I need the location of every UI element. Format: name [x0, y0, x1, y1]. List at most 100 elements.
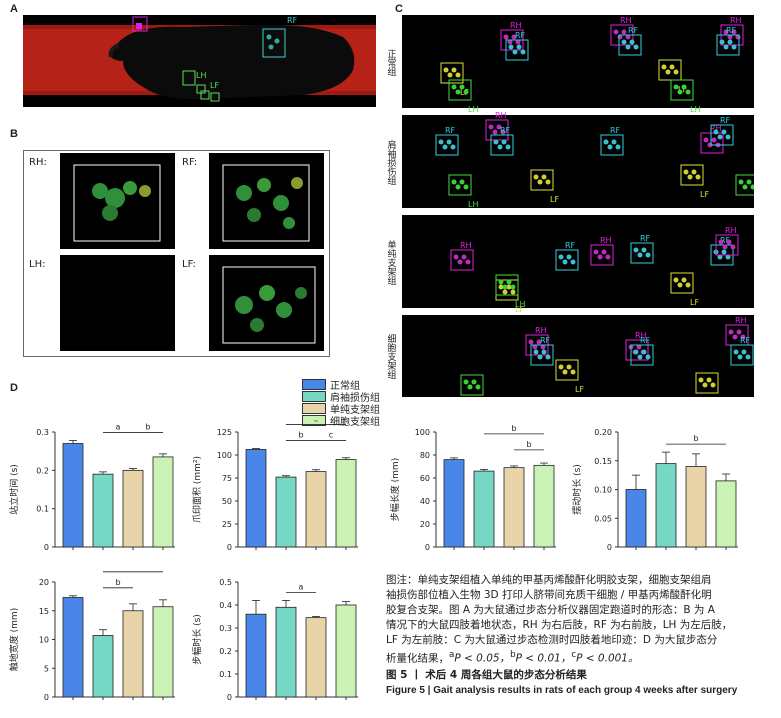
paw-print-dot: [607, 144, 613, 150]
paw-print-dot: [467, 384, 473, 390]
paw-image-lh: [60, 255, 175, 351]
paw-print-dot: [730, 244, 736, 250]
paw-print-label: RH: [510, 21, 522, 30]
paw-print-box: [658, 59, 682, 81]
y-tick-label: 0: [44, 543, 49, 552]
paw-print-label: RH: [600, 236, 612, 245]
paw-print-dot: [496, 124, 502, 130]
significance-label: a: [116, 422, 121, 431]
paw-print-label: LF: [575, 385, 584, 394]
chart-paw-area: 0 25 50 75 100 125 爪印面积 (mm²) c b c: [191, 420, 358, 552]
paw-print-label: RH: [495, 111, 507, 120]
bar: [473, 470, 495, 548]
paw-print-dot: [508, 44, 514, 50]
paw-print-label: LF: [678, 85, 687, 94]
y-tick-label: 100: [217, 451, 232, 460]
legend-item: 单纯支架组: [302, 402, 380, 416]
paw-print-dot: [683, 169, 689, 175]
paw-print-dot: [637, 354, 643, 360]
paw-print-label: RF: [628, 26, 639, 35]
paw-print-dot: [645, 354, 651, 360]
paw-print-dot: [733, 349, 739, 355]
y-tick-label: 125: [217, 428, 232, 437]
paw-print-dot: [717, 254, 723, 260]
paw-print-dot: [597, 254, 603, 260]
paw-print-dot: [710, 382, 716, 388]
significance-label: b: [693, 434, 698, 443]
bar: [655, 463, 677, 548]
y-tick-label: 10: [39, 636, 49, 645]
bar: [443, 459, 465, 548]
paw-image-rf: [209, 153, 324, 249]
paw-print-dot: [723, 44, 729, 50]
paw-print-label: LF: [690, 298, 699, 307]
paw-print-box: [448, 79, 472, 101]
paw-print-dot: [455, 89, 461, 95]
bar: [245, 613, 267, 698]
paw-print-label: RH: [635, 331, 647, 340]
bar: [275, 606, 297, 698]
paw-print-dot: [438, 139, 444, 145]
paw-image-lf: [209, 255, 324, 351]
paw-print-box: [700, 132, 724, 154]
paw-print-box: [710, 124, 734, 146]
figure-caption: 图注：单纯支架组植入单纯的甲基丙烯酸酐化明胶支架，细胞支架组肩 袖损伤部位植入生…: [386, 573, 761, 698]
paw-print-dot: [450, 144, 456, 150]
legend: 正常组 肩袖损伤组 单纯支架组 细胞支架组: [302, 378, 380, 428]
paw-print-label: RH: [620, 16, 632, 25]
paw-print-label: RF: [445, 126, 456, 135]
y-tick-label: 40: [420, 497, 430, 506]
paw-print-dot: [741, 349, 747, 355]
paw-print-label: RF: [740, 336, 751, 345]
paw-print-dot: [453, 254, 459, 260]
legend-label: 肩袖损伤组: [330, 392, 380, 404]
paw-print-dot: [641, 349, 647, 355]
paw-print-dot: [742, 184, 748, 190]
rat-label-lf: LF: [210, 81, 220, 90]
paw-print-label: RF: [515, 31, 526, 40]
paw-print-dot: [501, 139, 507, 145]
paw-print-dot: [718, 239, 724, 245]
paw-print-dot: [461, 254, 467, 260]
paw-print-dot: [512, 49, 518, 55]
chart-swing-time: 0 0.05 0.10 0.15 0.20 摆动时长 (s) b: [571, 428, 738, 552]
legend-item: 肩袖损伤组: [302, 390, 380, 404]
y-tick-label: 0.10: [594, 486, 612, 495]
paw-print-dot: [728, 329, 734, 335]
paw-print-box: [625, 339, 649, 361]
paw-print-dot: [625, 44, 631, 50]
paw-print-dot: [463, 184, 469, 190]
panel-b-paw-grid: RH: RF: LH: LF:: [23, 150, 330, 357]
bar: [62, 597, 84, 698]
paw-print-dot: [540, 344, 546, 350]
caption-line: 胶复合支架。图 A 为大鼠通过步态分析仪器固定跑道时的形态：B 为 A: [386, 604, 715, 616]
legend-label: 单纯支架组: [330, 404, 380, 416]
panel-label-c: C: [395, 3, 403, 15]
paw-print-dot: [455, 184, 461, 190]
paw-print-dot: [443, 67, 449, 73]
significance-label: b: [526, 440, 531, 449]
paw-print-dot: [737, 354, 743, 360]
paw-print-dot: [613, 29, 619, 35]
paw-print-box: [505, 39, 529, 61]
paw-print-label: LF: [700, 190, 709, 199]
paw-print-dot: [532, 344, 538, 350]
paw-print-dot: [533, 349, 539, 355]
paw-print-dot: [605, 254, 611, 260]
panel-a-rat-image: RF LH LF: [23, 15, 376, 107]
paw-print-dot: [685, 89, 691, 95]
significance-label: b: [298, 431, 303, 440]
significance-label: c: [329, 431, 333, 440]
paw-print-dot: [562, 369, 568, 375]
paw-print-dot: [451, 84, 457, 90]
paw-print-dot: [681, 277, 687, 283]
paw-print-dot: [516, 44, 522, 50]
paw-print-label: RH: [460, 241, 472, 250]
paw-print-label: RF: [720, 116, 731, 125]
y-tick-label: 0: [425, 543, 430, 552]
bar: [62, 443, 84, 548]
paw-print-dot: [698, 377, 704, 383]
paw-print-dot: [442, 144, 448, 150]
paw-print-dot: [633, 44, 639, 50]
